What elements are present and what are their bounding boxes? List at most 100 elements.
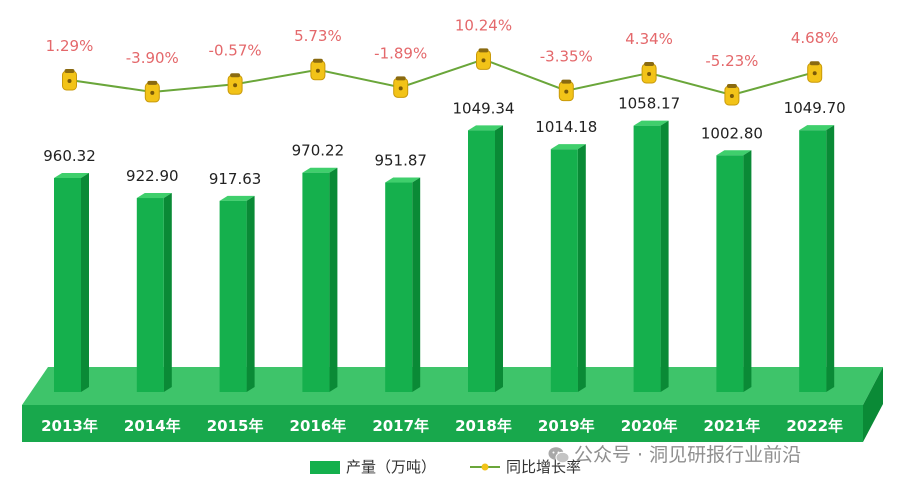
growth-label: -3.90% xyxy=(126,49,179,67)
growth-line xyxy=(69,58,815,97)
marker-dot xyxy=(729,93,734,98)
bar-front xyxy=(136,198,164,392)
bar xyxy=(468,125,503,392)
growth-label: 5.73% xyxy=(294,27,342,45)
category-label: 2018年 xyxy=(455,417,512,435)
bar-top xyxy=(550,144,586,150)
marker-cap xyxy=(230,73,241,78)
marker-cap xyxy=(478,48,489,53)
bar-side xyxy=(495,125,503,392)
bar-side xyxy=(329,167,338,392)
growth-marker xyxy=(144,80,160,103)
bar-top xyxy=(54,173,89,178)
bar-side xyxy=(743,150,752,392)
category-label: 2016年 xyxy=(290,417,347,435)
bar-top xyxy=(302,167,338,173)
marker-dot xyxy=(647,71,652,76)
growth-label: 4.68% xyxy=(791,29,839,47)
bar-top xyxy=(633,120,669,126)
value-label: 1049.34 xyxy=(452,99,514,117)
bar-top xyxy=(468,125,503,131)
marker-cap xyxy=(395,76,406,81)
growth-label: -0.57% xyxy=(209,41,262,59)
value-label: 1002.80 xyxy=(701,124,763,142)
watermark-text: 公众号 · 洞见研报行业前沿 xyxy=(574,444,802,466)
marker-dot xyxy=(812,71,817,76)
bar xyxy=(219,195,255,392)
growth-marker xyxy=(807,61,823,83)
bar-series xyxy=(54,120,835,392)
bar-side xyxy=(81,173,89,392)
category-label: 2013年 xyxy=(41,417,98,435)
bar-side xyxy=(163,193,172,392)
bar-front xyxy=(799,130,827,392)
marker-dot xyxy=(315,68,320,73)
category-label: 2017年 xyxy=(372,417,429,435)
value-label: 1058.17 xyxy=(618,95,680,113)
category-labels: 2013年 2014年 2015年 2016年 2017年 2018年 2019年 2020年… xyxy=(41,417,843,435)
marker-cap xyxy=(64,69,75,73)
growth-marker xyxy=(62,69,77,91)
growth-label: 1.29% xyxy=(46,37,94,55)
bar xyxy=(550,144,586,392)
bar xyxy=(385,177,421,392)
growth-line-series xyxy=(62,48,823,106)
growth-marker xyxy=(641,61,657,84)
marker-dot xyxy=(564,89,569,94)
bar-top xyxy=(385,177,421,183)
category-label: 2015年 xyxy=(207,417,264,435)
marker-dot xyxy=(233,83,238,88)
growth-marker xyxy=(558,79,574,102)
bar-side xyxy=(246,195,255,392)
growth-marker xyxy=(724,83,740,106)
value-label: 960.32 xyxy=(43,147,96,165)
marker-cap xyxy=(726,83,737,88)
bar-front xyxy=(54,178,81,392)
bar xyxy=(54,173,89,392)
growth-label: -3.35% xyxy=(540,48,593,66)
value-label: 951.87 xyxy=(374,152,427,170)
growth-label: 10.24% xyxy=(455,16,512,34)
bar-top xyxy=(136,193,172,199)
watermark: 公众号 · 洞见研报行业前沿 xyxy=(548,440,801,467)
bar xyxy=(302,167,338,392)
legend-bar-swatch xyxy=(310,461,340,474)
category-label: 2019年 xyxy=(538,417,595,435)
growth-labels: 1.29% -3.90% -0.57% 5.73% -1.89% 10.24% -3.35%… xyxy=(46,16,839,70)
bar xyxy=(716,150,752,392)
legend-bar-label: 产量（万吨） xyxy=(346,458,436,476)
floor-side xyxy=(863,367,883,442)
marker-cap xyxy=(561,79,572,84)
value-label: 970.22 xyxy=(292,142,345,160)
bar-top xyxy=(219,195,255,201)
value-label: 917.63 xyxy=(209,170,262,188)
marker-cap xyxy=(312,58,323,63)
marker-cap xyxy=(147,80,158,85)
bar-side xyxy=(577,144,586,392)
growth-label: 4.34% xyxy=(625,30,673,48)
growth-marker xyxy=(227,73,243,95)
value-label: 922.90 xyxy=(126,167,179,185)
marker-dot xyxy=(481,58,486,63)
bar-front xyxy=(302,172,330,392)
bar-front xyxy=(219,200,247,392)
marker-cap xyxy=(644,61,655,66)
legend: 产量（万吨） 同比增长率 xyxy=(310,458,581,476)
bar-top xyxy=(716,150,752,156)
value-label: 1014.18 xyxy=(535,118,597,136)
growth-marker xyxy=(393,76,409,98)
marker-dot xyxy=(398,86,403,91)
bar-front xyxy=(716,155,744,392)
marker-cap xyxy=(809,61,820,66)
bar xyxy=(633,120,669,392)
growth-marker xyxy=(476,48,491,70)
growth-label: -5.23% xyxy=(705,52,758,70)
bar-front xyxy=(468,130,495,392)
value-labels: 960.32 922.90 917.63 970.22 951.87 1049.34 101… xyxy=(43,95,845,188)
category-label: 2014年 xyxy=(124,417,181,435)
bar xyxy=(799,125,835,392)
bar-top xyxy=(799,125,835,131)
category-label: 2022年 xyxy=(786,417,843,435)
growth-label: -1.89% xyxy=(374,44,427,62)
bar-side xyxy=(660,120,669,392)
